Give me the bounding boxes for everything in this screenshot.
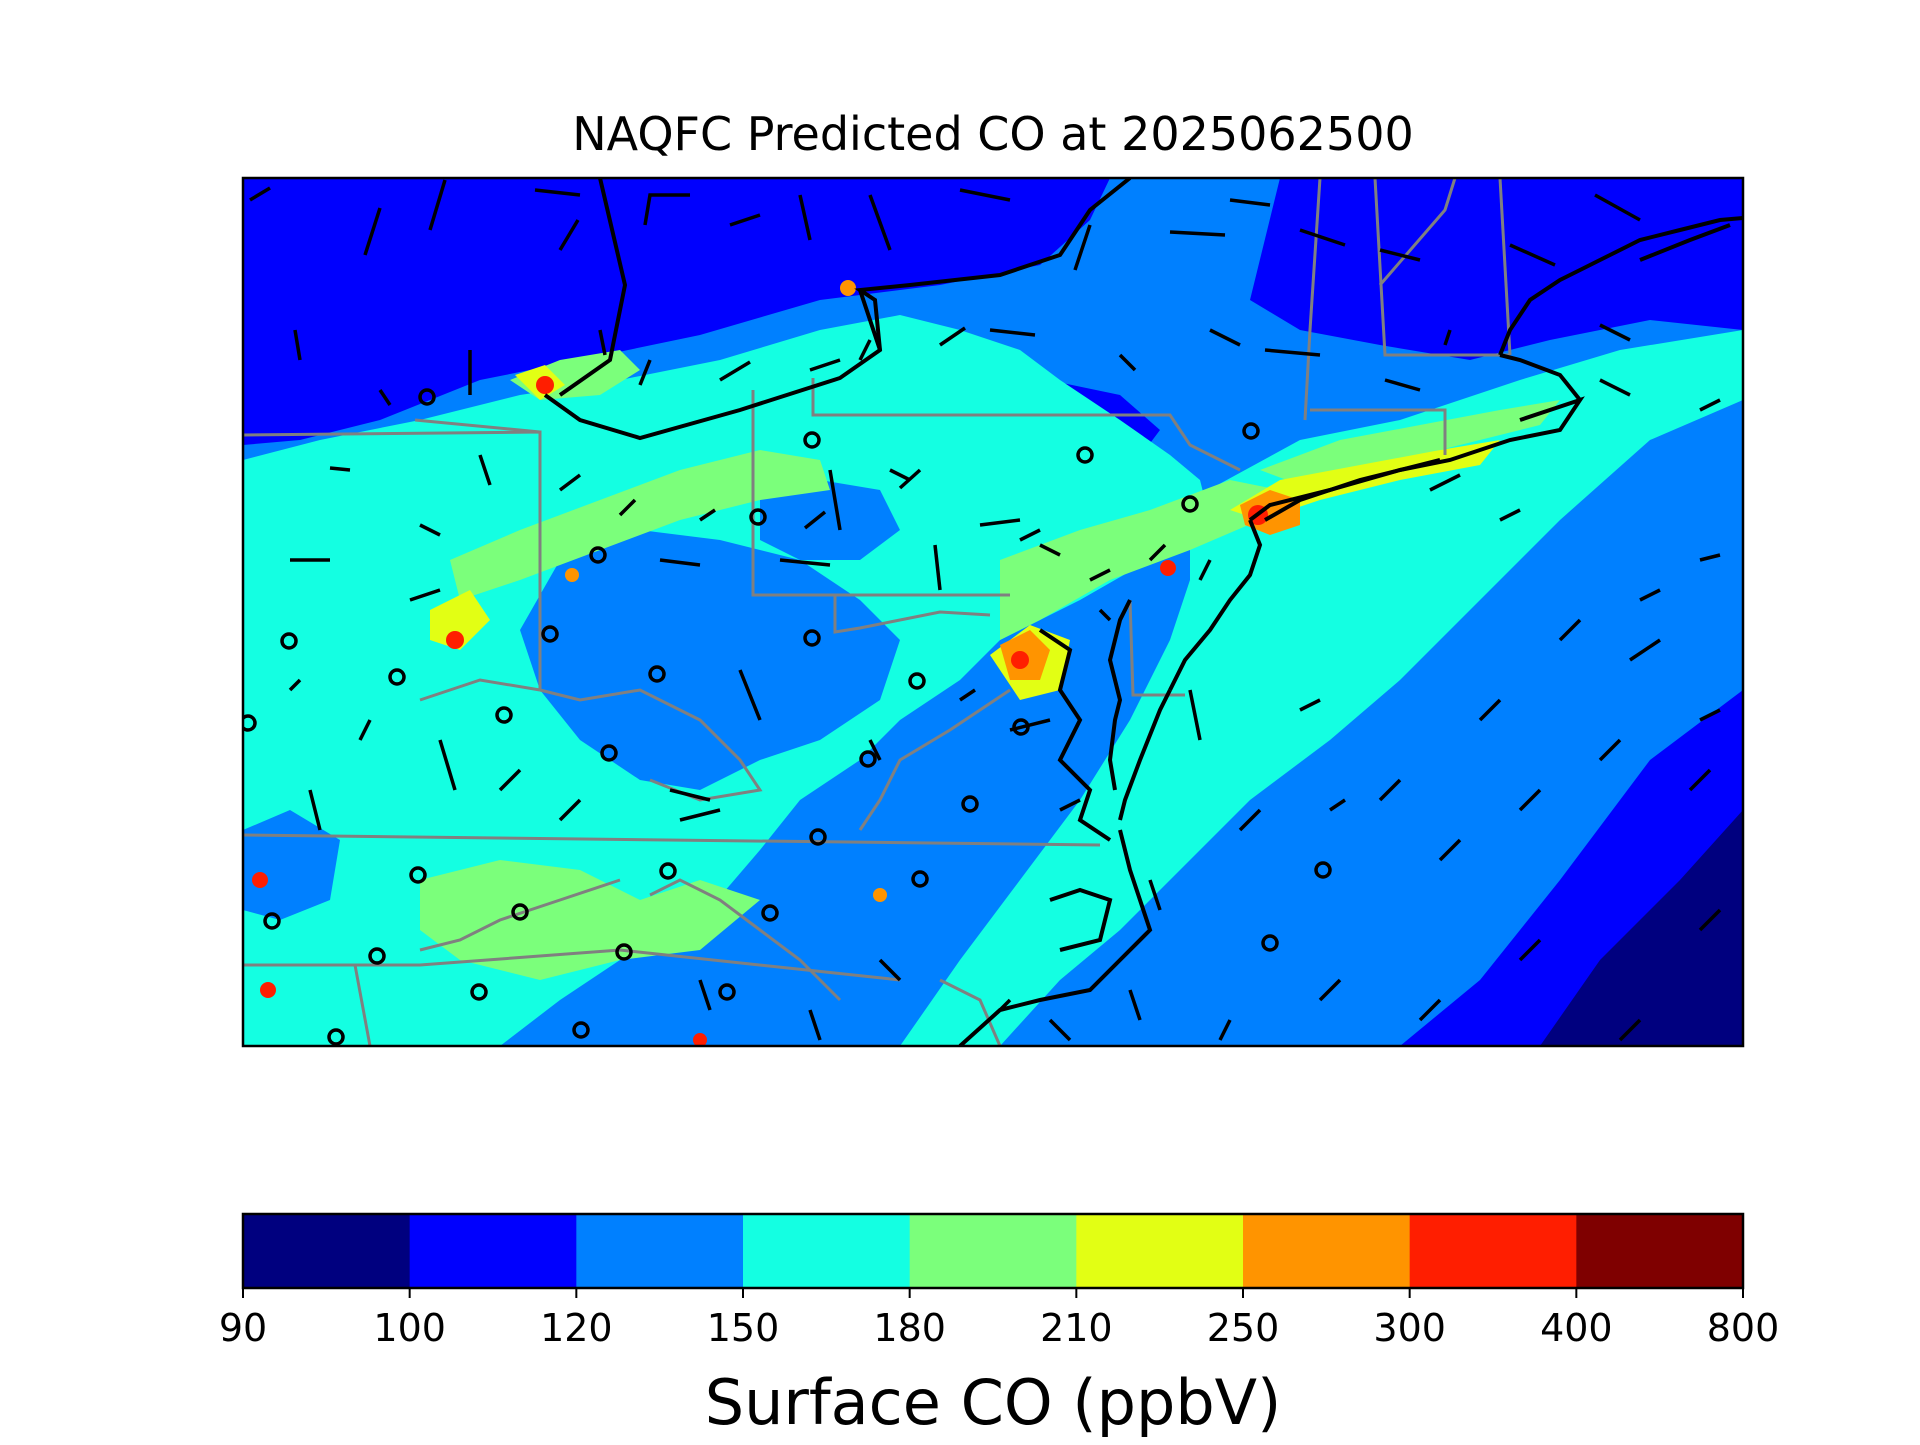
- colorbar-segment: [1076, 1214, 1244, 1288]
- colorbar-segment: [243, 1214, 411, 1288]
- colorbar-segment: [909, 1214, 1077, 1288]
- colorbar-tick-label: 180: [873, 1306, 946, 1350]
- co-hotspot-south: [260, 982, 276, 998]
- colorbar-segment: [1409, 1214, 1577, 1288]
- colorbar-tick-label: 300: [1373, 1306, 1446, 1350]
- colorbar-segment: [409, 1214, 577, 1288]
- wind-barbs: [249, 179, 1722, 1042]
- co-field-180-210-coast: [1000, 480, 1280, 640]
- colorbar-segment: [1243, 1214, 1411, 1288]
- co-hotspot-charlotte: [873, 888, 887, 902]
- colorbar-tick-label: 100: [373, 1306, 446, 1350]
- co-hotspot-philadelphia: [1160, 560, 1176, 576]
- state-boundaries: [243, 178, 1512, 1046]
- colorbar-tick-label: 800: [1707, 1306, 1780, 1350]
- co-field-180-210-south: [420, 860, 760, 980]
- co-hotspot-buffalo: [840, 280, 856, 296]
- co-field-210-250-ohio: [430, 590, 490, 650]
- colorbar-segment: [1576, 1214, 1744, 1288]
- colorbar-tick-label: 120: [540, 1306, 613, 1350]
- calm-wind-markers: [243, 388, 1332, 1046]
- map-panel: [243, 178, 1743, 1046]
- colorbar-frame: [241, 1212, 1745, 1290]
- colorbar-label: Surface CO (ppbV): [705, 1366, 1282, 1439]
- co-field-180-210-belt: [450, 450, 830, 600]
- colorbar-tick-label: 90: [219, 1306, 267, 1350]
- co-field-180-210-northeast: [1260, 400, 1560, 485]
- coastlines: [543, 178, 1743, 1046]
- colorbar-tick-label: 400: [1540, 1306, 1613, 1350]
- co-field-150-180-ocean-plume: [900, 330, 1743, 1046]
- chart-title: NAQFC Predicted CO at 2025062500: [572, 107, 1414, 161]
- colorbar-segment: [743, 1214, 911, 1288]
- co-hotspot-dc-core: [1011, 651, 1029, 669]
- co-field-100-120-north: [243, 178, 1110, 445]
- colorbar-tick-label: 150: [707, 1306, 780, 1350]
- colorbar-tick-label: 210: [1040, 1306, 1113, 1350]
- co-field-100-120-northeast: [1250, 178, 1743, 360]
- map-frame: [241, 176, 1745, 1048]
- co-hotspot-lake-erie: [536, 376, 554, 394]
- co-hotspot-southwest: [252, 872, 268, 888]
- colorbar-segment: [576, 1214, 744, 1288]
- co-field-90-100-ocean: [1540, 810, 1743, 1046]
- co-hotspot-carolina: [693, 1033, 707, 1046]
- colorbar-tick-label: 250: [1207, 1306, 1280, 1350]
- colorbar: [243, 1214, 1744, 1288]
- colorbar-ticks: 90 100 120 150 180 210 250 300 400 800: [219, 1288, 1779, 1350]
- co-hotspot-detroit: [565, 568, 579, 582]
- co-field-120-150-interior-2: [760, 480, 900, 560]
- co-field-120-150-west: [243, 810, 340, 920]
- co-hotspot-pittsburgh: [446, 631, 464, 649]
